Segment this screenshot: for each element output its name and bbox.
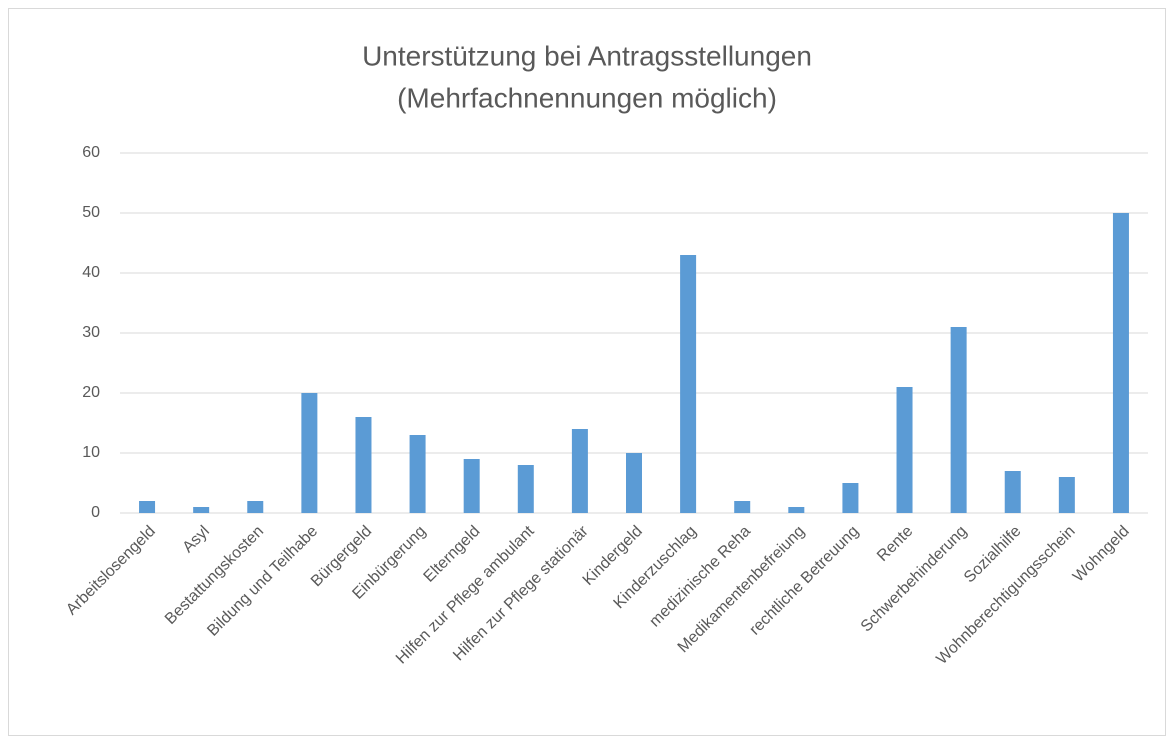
chart-subtitle: (Mehrfachnennungen möglich) <box>397 82 777 113</box>
bar <box>950 327 967 513</box>
y-tick-label: 60 <box>82 144 100 161</box>
bar <box>247 501 264 513</box>
bar <box>1112 213 1129 513</box>
y-tick-label: 0 <box>91 504 100 521</box>
chart-border <box>8 8 1166 736</box>
y-tick-label: 40 <box>82 264 100 281</box>
bar <box>896 387 913 513</box>
bar <box>1004 471 1021 513</box>
bar <box>680 255 697 513</box>
bar <box>139 501 156 513</box>
bar <box>301 393 318 513</box>
bar <box>842 483 859 513</box>
bar <box>355 417 372 513</box>
bar <box>734 501 751 513</box>
bar <box>626 453 642 513</box>
y-tick-label: 10 <box>82 444 100 461</box>
bar <box>571 429 588 513</box>
bar <box>517 465 534 513</box>
y-tick-label: 50 <box>82 204 100 221</box>
y-tick-label: 30 <box>82 324 100 341</box>
y-tick-label: 20 <box>82 384 100 401</box>
chart-title: Unterstützung bei Antragsstellungen <box>362 40 812 71</box>
bar <box>409 435 426 513</box>
bar <box>193 507 210 513</box>
bar <box>788 507 805 513</box>
bar <box>463 459 480 513</box>
bar <box>1058 477 1075 513</box>
